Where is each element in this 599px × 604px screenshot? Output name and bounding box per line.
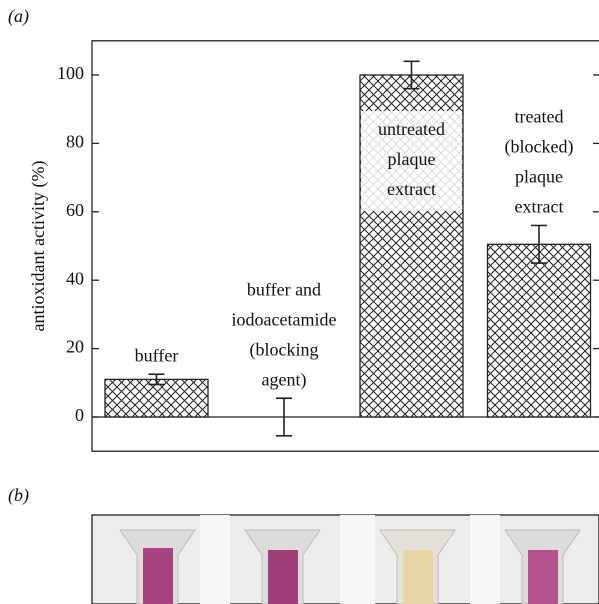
y-axis-label: antioxidant activity (%): [28, 161, 49, 332]
category-label: plaque: [388, 149, 436, 169]
photo: [91, 514, 599, 604]
bar: [486, 243, 592, 418]
category-label: plaque: [515, 167, 563, 187]
panel-label: (b): [8, 485, 29, 506]
y-tick-label: 100: [57, 63, 84, 83]
category-label: buffer: [135, 345, 179, 365]
category-label: (blocking: [250, 339, 319, 360]
category-label: treated: [515, 107, 564, 127]
category-label: untreated: [378, 119, 445, 139]
label-background: [361, 111, 462, 211]
category-label: extract: [387, 179, 436, 199]
y-tick-label: 20: [66, 337, 84, 357]
category-label: extract: [515, 197, 564, 217]
y-tick-label: 80: [66, 132, 84, 152]
category-label: iodoacetamide: [232, 309, 337, 329]
panel-label: (a): [8, 6, 29, 27]
y-tick-label: 60: [66, 200, 84, 220]
y-tick-label: 40: [66, 268, 84, 288]
category-label: agent): [262, 369, 307, 390]
plot-frame: [91, 40, 599, 452]
y-tick-label: 0: [75, 405, 84, 425]
category-label: buffer and: [247, 279, 321, 299]
category-label: (blocked): [505, 137, 574, 158]
